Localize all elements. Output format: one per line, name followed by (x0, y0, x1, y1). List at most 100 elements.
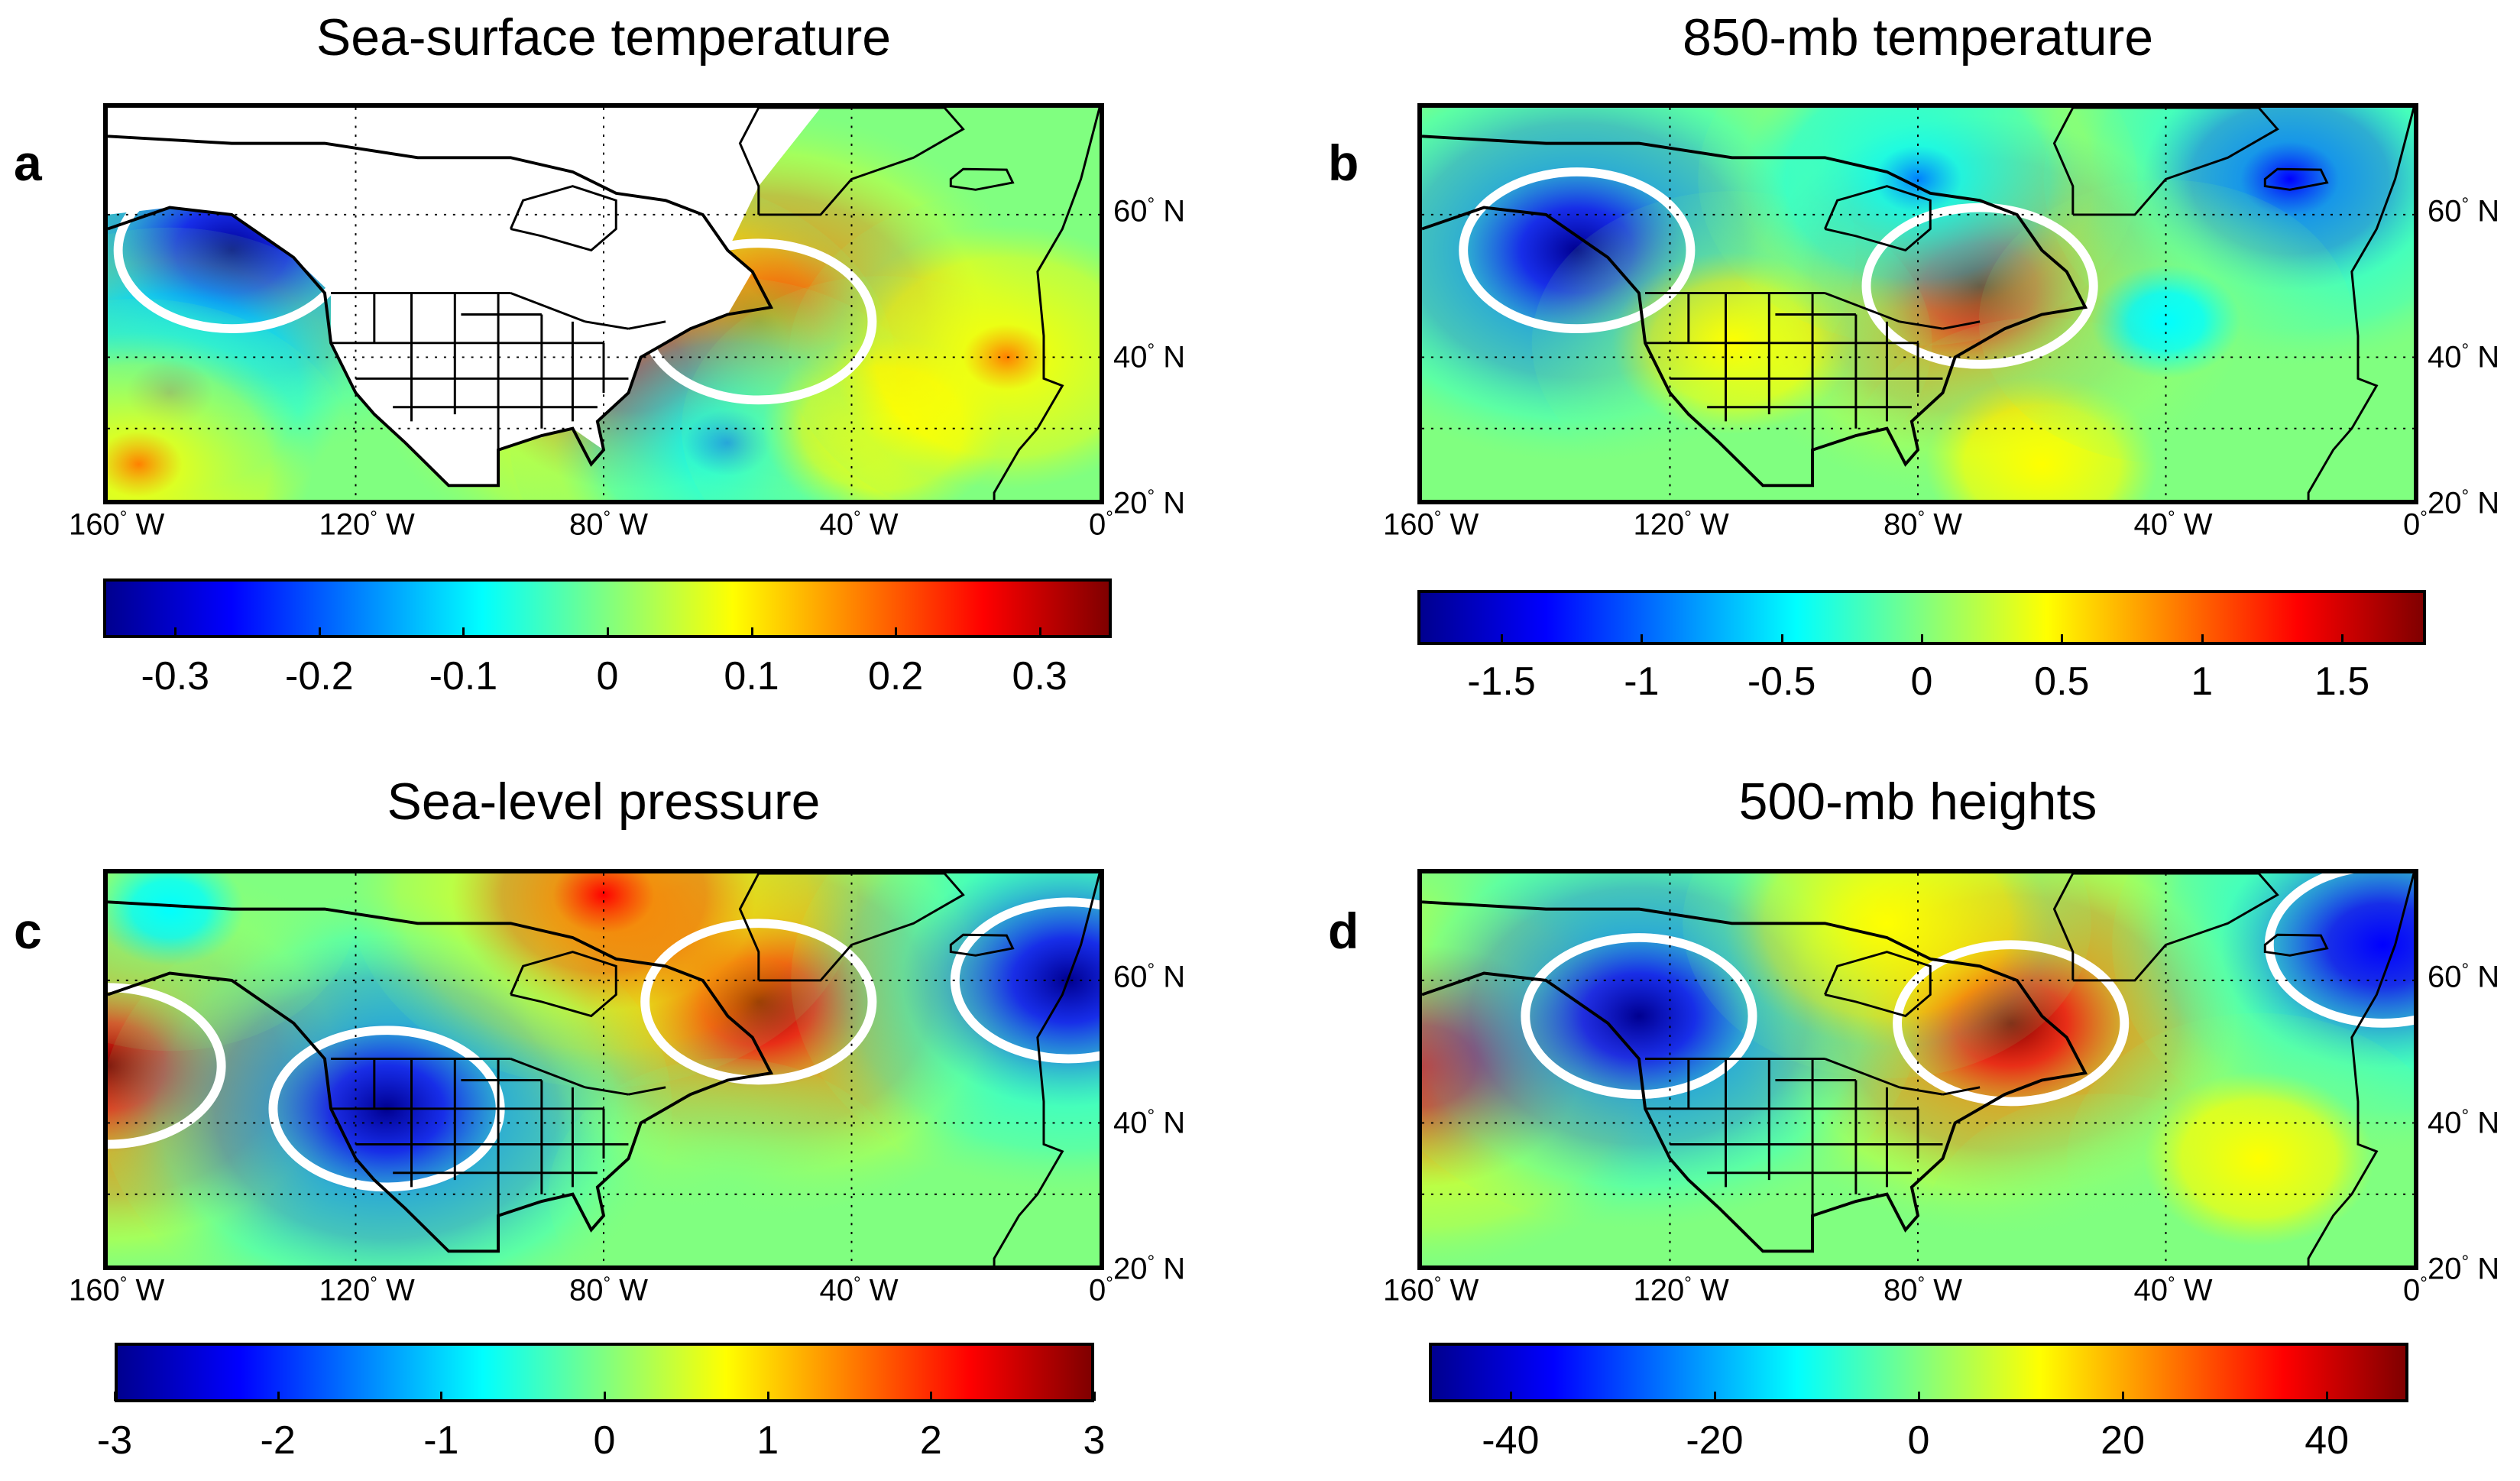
field-maximum (2067, 1013, 2414, 1265)
colorbar-tick-label: 0.3 (1012, 654, 1067, 698)
colorbar-tick-mark (1918, 1392, 1920, 1401)
lon-tick-label: 80° W (1884, 507, 1962, 542)
lon-tick-label: 0° (1089, 507, 1113, 542)
significance-contour (950, 897, 1100, 1064)
colorbar-gradient (1420, 593, 2423, 642)
field-svg (108, 873, 1100, 1265)
colorbar-tick-label: 0 (1907, 1418, 1930, 1463)
colorbar-tick-mark (2122, 1392, 2125, 1401)
colorbar-tick-label: 40 (2305, 1418, 2350, 1463)
colorbar-tick-label: -20 (1686, 1418, 1744, 1463)
lat-tick-label: 40° N (2428, 1106, 2500, 1140)
field-minimum (108, 873, 357, 1052)
lon-tick-label: 80° W (569, 507, 648, 542)
significance-contour (1861, 203, 2098, 369)
panel-letter: b (1328, 134, 1359, 191)
significance-contour (1459, 167, 1696, 334)
lat-tick-label: 60° N (2428, 960, 2500, 994)
colorbar-tick-label: 0.1 (724, 654, 779, 698)
lat-tick-label: 20° N (1113, 486, 1186, 520)
colorbar-tick-mark (607, 627, 609, 637)
field-svg (1422, 873, 2414, 1265)
significance-contour (1893, 940, 2130, 1107)
field-svg (1422, 108, 2414, 500)
colorbar-tick-mark (2326, 1392, 2329, 1401)
colorbar-tick-mark (440, 1392, 443, 1401)
colorbar-tick-label: -0.5 (1747, 659, 1816, 704)
colorbar-tick-mark (2061, 634, 2064, 643)
lon-tick-label: 40° W (819, 1273, 899, 1308)
lon-tick-label: 0° (2403, 1273, 2428, 1308)
lon-tick-label: 120° W (319, 507, 415, 542)
significance-contour (113, 167, 350, 334)
colorbar-tick-label: 20 (2101, 1418, 2145, 1463)
panel-title: 850-mb temperature (1682, 8, 2154, 66)
colorbar-tick-label: 0 (596, 654, 619, 698)
colorbar-tick-label: 3 (1083, 1418, 1106, 1463)
colorbar-tick-label: 0.2 (867, 654, 924, 698)
lon-tick-label: 0° (2403, 507, 2428, 542)
lon-tick-label: 40° W (2133, 507, 2213, 542)
colorbar-tick-label: -0.2 (285, 654, 354, 698)
colorbar-tick-mark (318, 627, 321, 637)
lon-tick-label: 40° W (2133, 1273, 2213, 1308)
lon-tick-label: 120° W (1633, 507, 1729, 542)
colorbar-tick-mark (1921, 634, 1923, 643)
significance-contour (2264, 873, 2414, 1028)
panel-letter: c (14, 903, 42, 959)
panel-title: 500-mb heights (1738, 773, 2097, 831)
colorbar-tick-mark (930, 1392, 933, 1401)
lon-tick-label: 160° W (69, 1273, 165, 1308)
lat-tick-label: 60° N (2428, 194, 2500, 228)
field-maximum (548, 1058, 907, 1265)
colorbar-tick-label: -1 (423, 1418, 459, 1463)
significance-contour (640, 238, 877, 405)
field-maximum (108, 299, 357, 500)
colorbar-tick-label: 0 (1910, 659, 1933, 704)
lon-tick-label: 160° W (1383, 1273, 1479, 1308)
lon-tick-label: 40° W (819, 507, 899, 542)
colorbar-tick-label: -1 (1624, 659, 1660, 704)
lat-tick-label: 40° N (1113, 1106, 1186, 1140)
colorbar-tick-mark (1713, 1392, 1716, 1401)
colorbar-tick-mark (277, 1392, 280, 1401)
colorbar-tick-mark (1038, 627, 1041, 637)
lat-tick-label: 20° N (2428, 486, 2500, 520)
colorbar-gradient (118, 1346, 1091, 1399)
panel-title: Sea-surface temperature (316, 8, 892, 66)
lon-tick-label: 160° W (1383, 507, 1479, 542)
lat-tick-label: 60° N (1113, 194, 1186, 228)
lat-tick-label: 40° N (1113, 340, 1186, 374)
colorbar-tick-mark (2341, 634, 2343, 643)
field-maximum (789, 192, 1100, 500)
significance-contour (1521, 933, 1757, 1100)
colorbar-tick-mark (1509, 1392, 1512, 1401)
panel-title: Sea-level pressure (387, 773, 821, 831)
panel-letter: d (1328, 903, 1359, 959)
colorbar-tick-label: 1.5 (2314, 659, 2370, 704)
colorbar-tick-label: 0.5 (2034, 659, 2090, 704)
lon-tick-label: 80° W (569, 1273, 648, 1308)
colorbar-tick-mark (1780, 634, 1783, 643)
colorbar-tick-label: 0 (593, 1418, 616, 1463)
colorbar-tick-mark (766, 1392, 769, 1401)
map-plot (103, 869, 1104, 1270)
colorbar-tick-mark (114, 1392, 116, 1401)
field-svg (108, 108, 1100, 500)
colorbar (115, 1343, 1094, 1402)
lat-tick-label: 20° N (1113, 1252, 1186, 1286)
colorbar-tick-mark (462, 627, 465, 637)
colorbar (1429, 1343, 2408, 1402)
colorbar-tick-mark (750, 627, 753, 637)
lon-tick-label: 0° (1089, 1273, 1113, 1308)
lat-tick-label: 20° N (2428, 1252, 2500, 1286)
colorbar-tick-label: -1.5 (1467, 659, 1536, 704)
significance-contour (108, 983, 226, 1149)
colorbar-tick-label: -3 (96, 1418, 133, 1463)
colorbar-tick-label: 2 (919, 1418, 942, 1463)
colorbar-tick-mark (174, 627, 177, 637)
colorbar-tick-mark (604, 1392, 606, 1401)
colorbar-gradient (106, 582, 1109, 635)
colorbar-tick-mark (1641, 634, 1644, 643)
lon-tick-label: 120° W (319, 1273, 415, 1308)
